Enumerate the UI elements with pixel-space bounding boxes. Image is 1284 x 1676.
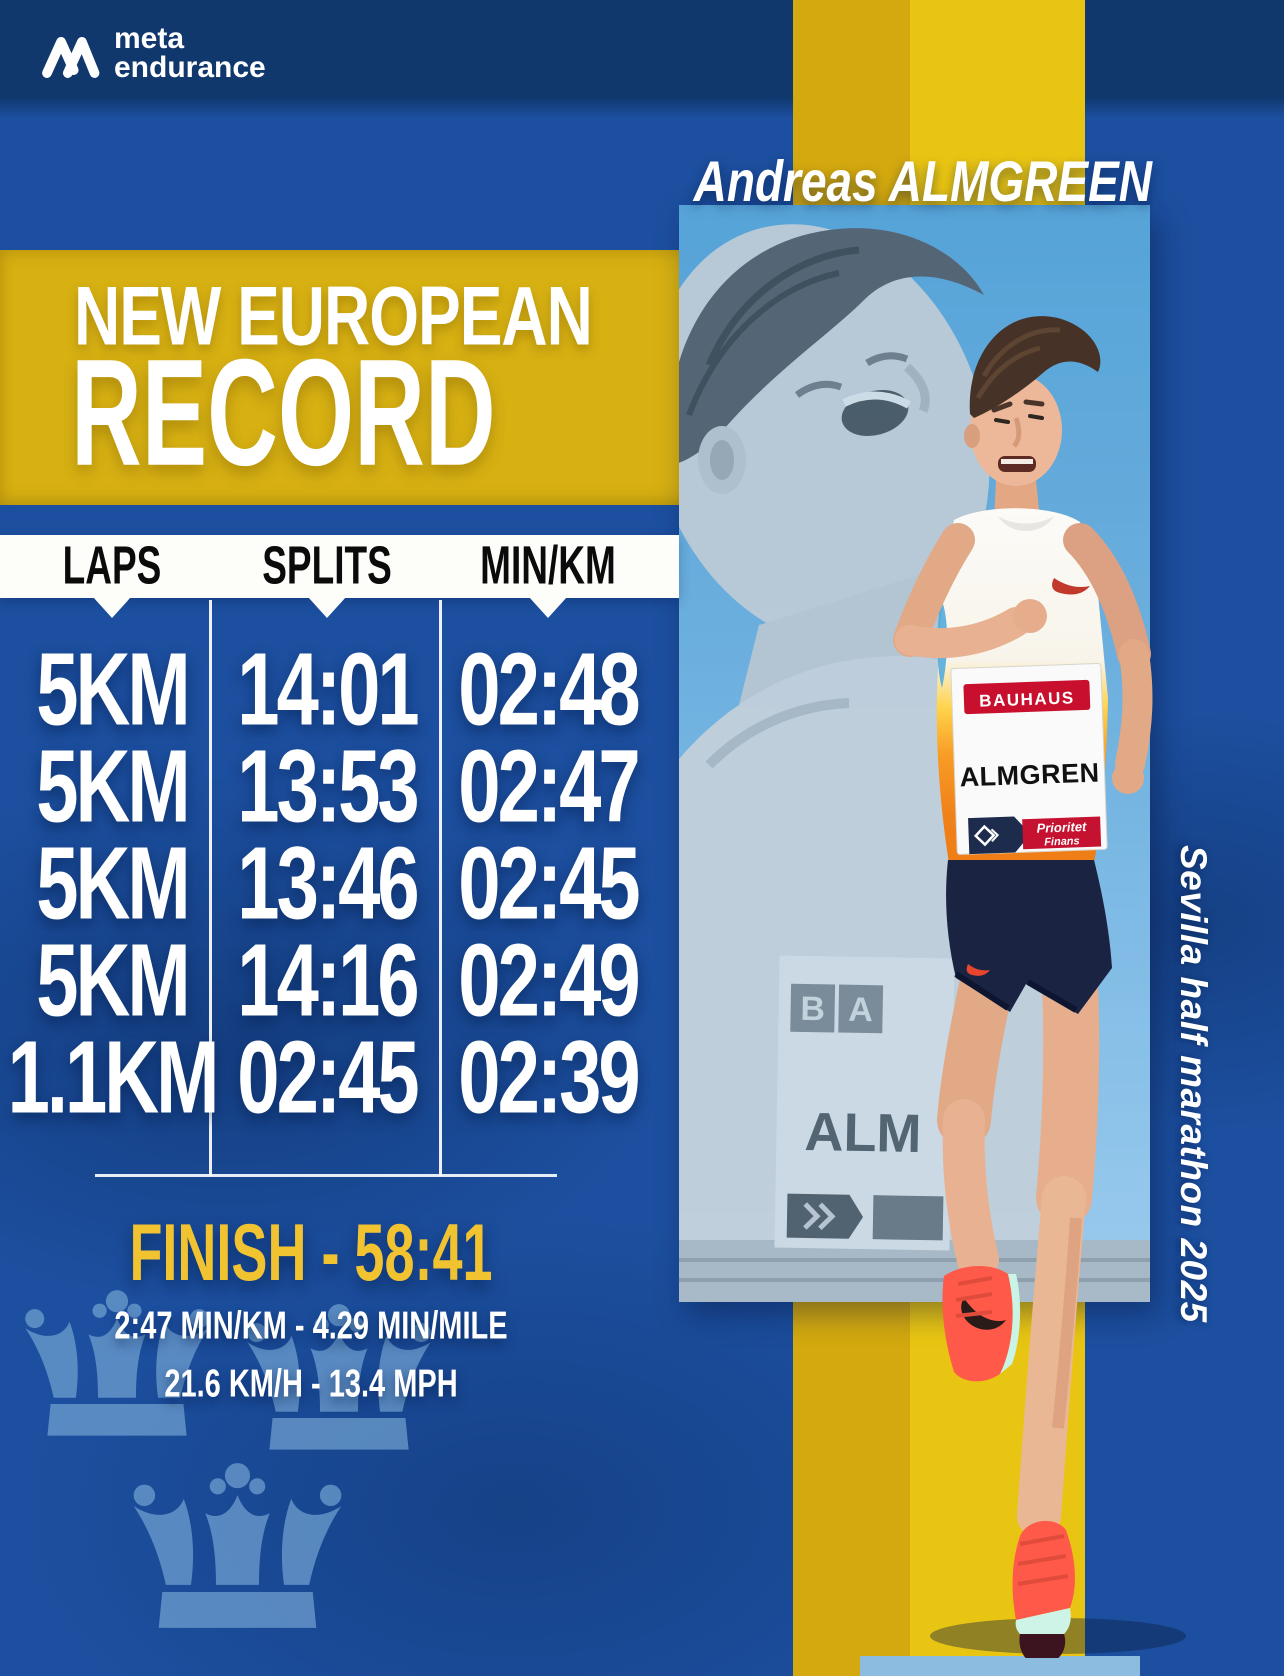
average-pace: 2:47 MIN/KM - 4.29 MIN/MILE [114, 1304, 508, 1348]
headline-line-2: RECORD [71, 326, 496, 498]
header-notch [529, 597, 567, 618]
crown-icon [130, 1438, 345, 1635]
trailing-shoe [942, 1265, 1021, 1382]
logo-mark-icon [42, 37, 100, 79]
runner-illustration: BAUHAUS ALMGREN Prioritet Finans [893, 316, 1186, 1658]
race-bib: BAUHAUS ALMGREN Prioritet Finans [950, 663, 1108, 855]
table-cell: 5KM [36, 632, 190, 748]
table-cell: 02:45 [237, 1020, 419, 1136]
column-header-minkm: MIN/KM [480, 535, 616, 595]
bib-sponsor: Prioritet [1036, 819, 1087, 836]
table-cell: 5KM [36, 923, 190, 1039]
bib-brand: BAUHAUS [979, 688, 1075, 710]
nike-swoosh-icon [1052, 578, 1090, 595]
table-cell: 5KM [36, 729, 190, 845]
table-cell: 13:46 [237, 826, 419, 942]
bg-bib-name: ALM [804, 1102, 922, 1164]
logo-text: meta endurance [114, 22, 266, 85]
logo-line-2: endurance [114, 51, 266, 85]
header-notch [308, 597, 346, 618]
headline-yellow-band [0, 250, 700, 505]
background-bib: B A ALM [774, 955, 955, 1251]
table-header-band [0, 535, 679, 598]
bib-name: ALMGREN [959, 758, 1100, 793]
headline-line-1: NEW EUROPEAN [74, 269, 593, 363]
athlete-name: Andreas ALMGREEN [693, 148, 1152, 214]
bg-bib-letter: B [800, 990, 825, 1028]
table-cell: 02:48 [458, 632, 640, 748]
table-cell: 13:53 [237, 729, 419, 845]
column-divider [439, 600, 442, 1176]
runner-shorts [946, 860, 1112, 1014]
logo-line-1: meta [114, 22, 185, 55]
event-side-text: Sevilla half marathon 2025 [1173, 845, 1214, 1323]
standing-shoe [1012, 1520, 1075, 1658]
column-divider [209, 600, 212, 1176]
finish-time: FINISH - 58:41 [129, 1208, 493, 1298]
photo-panel: B A ALM [679, 205, 1150, 1302]
bottom-light-strip [860, 1656, 1140, 1676]
average-speed: 21.6 KM/H - 13.4 MPH [164, 1362, 458, 1406]
column-header-laps: LAPS [62, 535, 162, 595]
bg-bib-letter: A [848, 991, 873, 1029]
nike-swoosh-icon [966, 964, 990, 976]
runner-head [964, 316, 1101, 486]
table-cell: 02:49 [458, 923, 640, 1039]
table-cell: 02:45 [458, 826, 640, 942]
header-notch [93, 597, 131, 618]
table-cell: 14:01 [237, 632, 419, 748]
table-cell: 02:39 [458, 1020, 640, 1136]
table-cell: 02:47 [458, 729, 640, 845]
nike-swoosh-icon [961, 1298, 1006, 1330]
meta-endurance-logo: meta endurance [38, 22, 266, 85]
column-header-splits: SPLITS [262, 535, 392, 595]
table-cell: 14:16 [237, 923, 419, 1039]
background-photo: B A ALM [679, 205, 1150, 1302]
table-cell: 1.1KM [7, 1020, 220, 1136]
table-cell: 5KM [36, 826, 190, 942]
table-underline [95, 1174, 557, 1177]
bib-sponsor: Finans [1044, 835, 1080, 848]
